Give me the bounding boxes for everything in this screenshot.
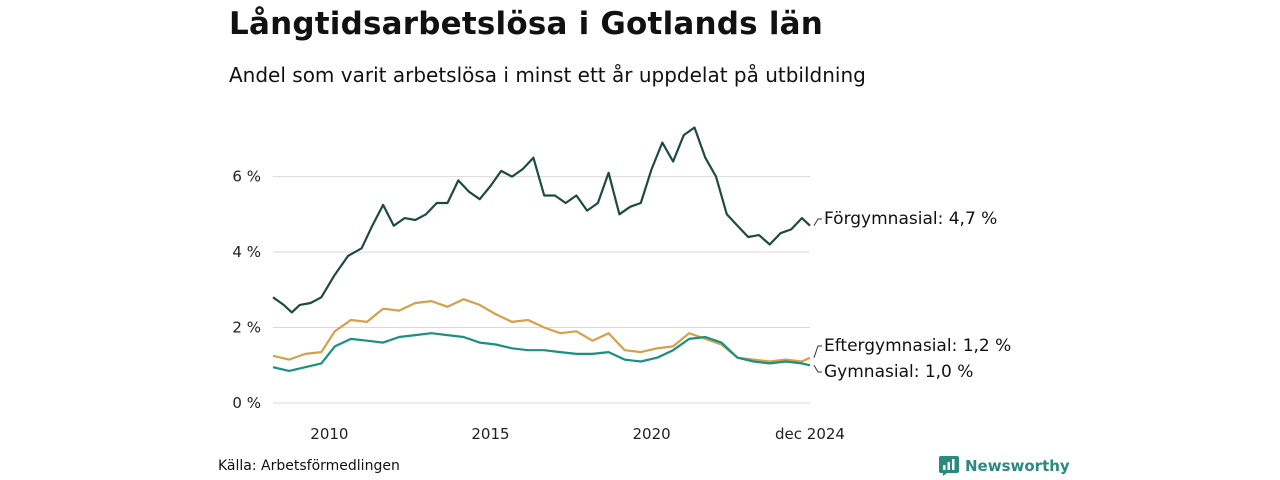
label-leader-line xyxy=(813,218,822,226)
brand-logo[interactable]: Newsworthy xyxy=(939,456,1070,476)
series-line-förgymnasial xyxy=(272,126,811,314)
label-leader-line xyxy=(813,345,822,358)
x-tick-label: dec 2024 xyxy=(775,425,845,443)
chart-subtitle: Andel som varit arbetslösa i minst ett å… xyxy=(229,63,866,87)
newsworthy-logo-icon xyxy=(939,456,959,476)
series-line-eftergymnasial xyxy=(272,298,811,363)
x-tick-label: 2020 xyxy=(632,425,670,443)
x-axis: 2010 2015 2020 dec 2024 xyxy=(310,425,845,443)
series-end-label: Gymnasial: 1,0 % xyxy=(824,362,973,382)
y-axis: 0 % 2 % 4 % 6 % xyxy=(232,168,261,412)
series-line-gymnasial xyxy=(272,332,811,372)
chart-title: Långtidsarbetslösa i Gotlands län xyxy=(229,6,824,42)
y-tick-label: 0 % xyxy=(232,394,261,412)
series-end-label: Eftergymnasial: 1,2 % xyxy=(824,336,1011,356)
y-tick-label: 6 % xyxy=(232,168,261,186)
x-tick-label: 2015 xyxy=(471,425,509,443)
x-tick-label: 2010 xyxy=(310,425,348,443)
y-tick-label: 2 % xyxy=(232,319,261,337)
series-end-labels: Förgymnasial: 4,7 % Eftergymnasial: 1,2 %… xyxy=(813,209,1011,382)
gridlines xyxy=(273,176,810,404)
label-leader-line xyxy=(813,365,822,373)
y-tick-label: 4 % xyxy=(232,243,261,261)
brand-name: Newsworthy xyxy=(965,457,1070,475)
series-end-label: Förgymnasial: 4,7 % xyxy=(824,209,997,229)
series-lines xyxy=(272,126,811,372)
source-note: Källa: Arbetsförmedlingen xyxy=(218,458,400,474)
